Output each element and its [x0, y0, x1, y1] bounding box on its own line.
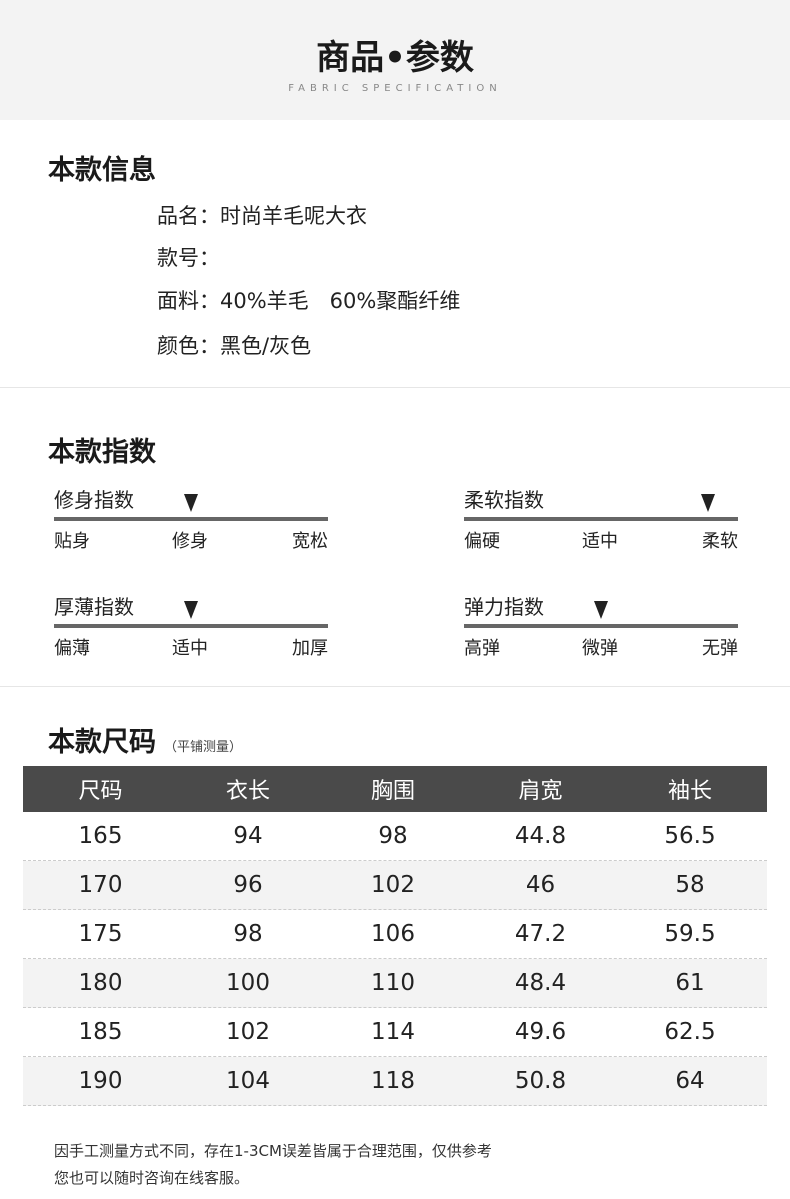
table-cell: 46	[525, 872, 556, 898]
info-style-number: 款号：	[157, 246, 220, 270]
divider	[0, 686, 790, 687]
table-cell: 56.5	[664, 823, 716, 849]
table-cell: 102	[226, 1019, 270, 1045]
footer-note-2: 您也可以随时咨询在线客服。	[54, 1169, 250, 1187]
table-cell: 102	[371, 872, 415, 898]
size-title-text: 本款尺码	[48, 727, 156, 758]
table-cell: 110	[371, 970, 415, 996]
table-cell: 170	[78, 872, 123, 898]
table-cell: 64	[675, 1068, 705, 1094]
column-header: 肩宽	[518, 779, 563, 804]
column-header: 衣长	[225, 779, 270, 804]
arrow-down-icon	[701, 494, 715, 512]
index-bar	[54, 624, 328, 628]
table-cell: 106	[371, 921, 415, 947]
index-label: 适中	[172, 638, 208, 659]
index-bar	[464, 624, 738, 628]
size-note: （平铺测量）	[164, 740, 243, 755]
table-cell: 165	[78, 823, 123, 849]
index-bar	[464, 517, 738, 521]
table-cell: 118	[371, 1068, 415, 1094]
table-cell: 61	[675, 970, 705, 996]
table-row: 170 96 102 46 58	[23, 861, 767, 910]
arrow-down-icon	[594, 601, 608, 619]
table-header: 尺码 衣长 胸围 肩宽 袖长	[23, 766, 767, 812]
table-cell: 185	[78, 1019, 123, 1045]
page-subtitle: FABRIC SPECIFICATION	[288, 83, 502, 94]
table-cell: 94	[233, 823, 263, 849]
table-row: 175 98 106 47.2 59.5	[23, 910, 767, 959]
index-meter: 厚薄指数偏薄 适中 加厚	[54, 591, 328, 671]
table-cell: 47.2	[514, 921, 567, 947]
index-label: 加厚	[292, 638, 328, 659]
arrow-down-icon	[184, 601, 198, 619]
index-meter: 修身指数贴身 修身 宽松	[54, 484, 328, 564]
index-label: 无弹	[702, 638, 738, 659]
table-row: 190 104 118 50.8 64	[23, 1057, 767, 1106]
table-cell: 59.5	[664, 921, 716, 947]
info-section-title: 本款信息	[48, 155, 156, 186]
table-cell: 100	[226, 970, 270, 996]
index-name: 柔软指数	[464, 488, 544, 512]
size-section-title: 本款尺码 （平铺测量）	[48, 720, 242, 759]
index-name: 厚薄指数	[54, 595, 134, 619]
divider	[0, 387, 790, 388]
index-label: 适中	[582, 531, 618, 552]
table-cell: 104	[226, 1068, 270, 1094]
table-cell: 44.8	[514, 823, 567, 849]
column-header: 袖长	[667, 779, 712, 804]
table-cell: 96	[233, 872, 263, 898]
index-label: 修身	[172, 531, 208, 552]
column-header: 胸围	[370, 779, 415, 804]
info-fabric: 面料：40%羊毛 60%聚酯纤维	[157, 289, 461, 313]
index-bar	[54, 517, 328, 521]
index-name: 修身指数	[54, 488, 134, 512]
index-label: 偏薄	[54, 638, 90, 659]
table-cell: 98	[233, 921, 263, 947]
index-meter: 柔软指数偏硬 适中 柔软	[464, 484, 738, 564]
table-cell: 62.5	[664, 1019, 716, 1045]
info-color: 颜色：黑色/灰色	[157, 334, 312, 358]
index-label: 偏硬	[464, 531, 500, 552]
table-cell: 190	[78, 1068, 123, 1094]
table-cell: 48.4	[514, 970, 567, 996]
index-meter: 弹力指数高弹 微弹 无弹	[464, 591, 738, 671]
indices-section-title: 本款指数	[48, 437, 156, 468]
index-label: 柔软	[702, 531, 738, 552]
index-label: 微弹	[582, 638, 618, 659]
table-row: 165 94 98 44.8 56.5	[23, 812, 767, 861]
table-row: 185 102 114 49.6 62.5	[23, 1008, 767, 1057]
table-cell: 114	[371, 1019, 415, 1045]
size-table: 尺码 衣长 胸围 肩宽 袖长 165 94 98 44.8 56.5 170 96 102 46 58 175…	[23, 766, 767, 1106]
table-row: 180 100 110 48.4 61	[23, 959, 767, 1008]
table-cell: 98	[378, 823, 408, 849]
index-label: 贴身	[54, 531, 90, 552]
index-label: 高弹	[464, 638, 500, 659]
footer-note-1: 因手工测量方式不同，存在1-3CM误差皆属于合理范围，仅供参考	[54, 1142, 492, 1160]
page-title: 商品•参数	[316, 38, 474, 78]
table-cell: 180	[78, 970, 123, 996]
table-cell: 175	[78, 921, 123, 947]
table-cell: 49.6	[514, 1019, 567, 1045]
table-cell: 50.8	[514, 1068, 567, 1094]
table-cell: 58	[675, 872, 705, 898]
index-label: 宽松	[292, 531, 328, 552]
page-header: 商品•参数 FABRIC SPECIFICATION	[0, 0, 790, 120]
index-name: 弹力指数	[464, 595, 544, 619]
info-name: 品名：时尚羊毛呢大衣	[157, 204, 367, 228]
arrow-down-icon	[184, 494, 198, 512]
column-header: 尺码	[78, 779, 123, 804]
